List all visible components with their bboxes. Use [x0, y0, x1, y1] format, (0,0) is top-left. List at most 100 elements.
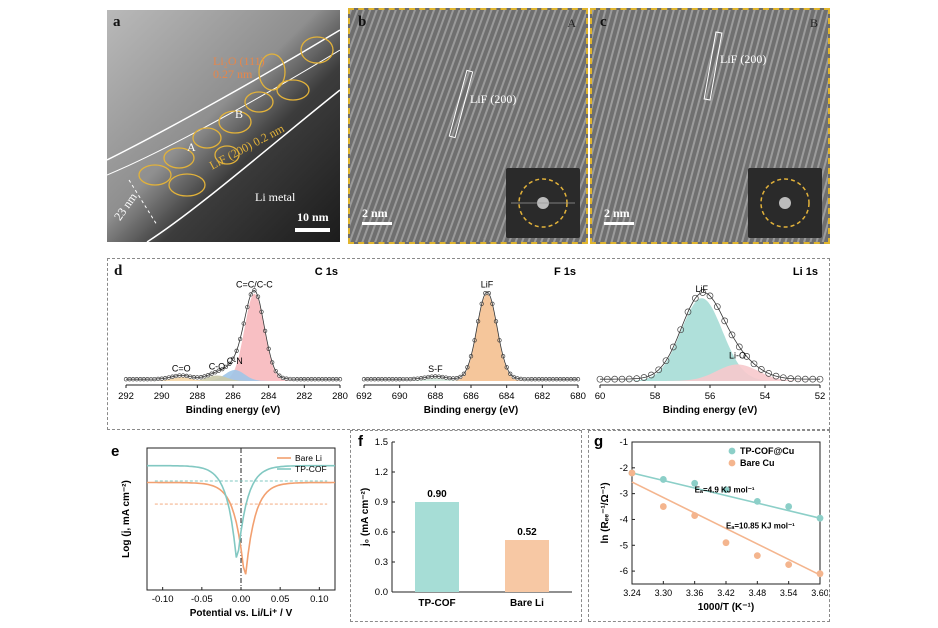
x-tick-label: 60 — [595, 391, 606, 402]
x-tick-label: 290 — [154, 391, 170, 402]
x-tick-label: 292 — [118, 391, 134, 402]
data-point — [618, 375, 626, 383]
data-point — [684, 308, 692, 316]
data-point — [772, 372, 780, 380]
legend-label: Bare Cu — [740, 458, 775, 468]
data-point — [223, 364, 229, 370]
panel-a-tem-image: a Li₂O (111) 0.27 nm B A LiF (200) 0.2 n… — [107, 10, 340, 242]
data-point — [337, 377, 343, 382]
panel-label: f — [358, 433, 364, 450]
bar-value-label: 0.90 — [427, 489, 447, 500]
x-tick-label: 3.48 — [749, 588, 767, 598]
legend-label: TP-COF — [295, 464, 327, 474]
data-point — [497, 338, 502, 343]
plot-frame — [631, 441, 821, 585]
sei-inner-boundary — [107, 49, 340, 176]
data-point — [785, 561, 793, 569]
region-b-label: B — [235, 107, 244, 121]
activation-energy-label: Eₐ=4.9 KJ mol⁻¹ — [695, 485, 755, 494]
region-a-tag: A — [567, 16, 576, 30]
data-point — [213, 370, 218, 375]
y-tick-label: 0.0 — [375, 587, 388, 598]
y-axis-title: j₀ (mA cm⁻²) — [360, 488, 371, 547]
spectrum-title: C 1s — [315, 266, 338, 278]
data-point — [647, 371, 655, 379]
data-point — [691, 479, 699, 487]
data-point — [801, 375, 809, 383]
fit-envelope — [364, 291, 578, 380]
data-point — [227, 361, 232, 366]
data-point — [753, 552, 761, 559]
legend-label: Bare Li — [295, 453, 322, 463]
data-point — [794, 375, 802, 383]
data-point — [241, 321, 246, 326]
data-point — [706, 292, 714, 300]
tem-micrograph — [107, 10, 340, 242]
data-point — [611, 375, 619, 383]
x-tick-label: 3.24 — [623, 588, 641, 598]
data-point — [511, 374, 516, 380]
y-tick-label: 1.2 — [375, 467, 388, 478]
data-point — [486, 291, 491, 296]
data-point — [248, 292, 253, 297]
data-point — [216, 368, 221, 373]
x-tick-label: 3.42 — [717, 588, 735, 598]
data-point — [662, 357, 670, 365]
data-point — [659, 476, 667, 483]
data-point — [234, 348, 239, 353]
peak-component — [600, 364, 820, 381]
data-point — [252, 288, 257, 293]
data-point — [454, 376, 459, 381]
x-tick-label: 686 — [463, 391, 479, 402]
data-point — [262, 328, 268, 334]
data-point — [816, 514, 824, 522]
data-point — [220, 366, 225, 372]
x-tick-label: 0.10 — [310, 594, 329, 605]
data-point — [750, 360, 758, 368]
data-point — [655, 366, 663, 374]
scale-bar-label: 10 nm — [297, 210, 329, 224]
li2o-spacing: 0.27 nm — [213, 67, 253, 81]
y-tick-label: 1.5 — [375, 437, 388, 448]
x-tick-label: 288 — [189, 391, 205, 402]
x-tick-label: 3.60 — [811, 588, 828, 598]
data-point — [765, 370, 773, 377]
y-axis-title: ln (Rₑₑ⁻¹/Ω⁻¹) — [600, 482, 611, 543]
legend-marker — [728, 447, 736, 455]
panel-b-hrtem: b A LiF (200) 2 nm — [348, 8, 588, 244]
peak-component — [600, 298, 820, 381]
fit-envelope — [600, 292, 820, 380]
data-point — [785, 503, 793, 510]
data-point — [757, 366, 765, 373]
legend-marker — [728, 459, 736, 467]
x-tick-label: 284 — [261, 391, 277, 402]
peak-label: C=O — [172, 363, 191, 373]
data-point — [722, 539, 730, 547]
y-tick-label: -1 — [620, 437, 628, 448]
data-point — [273, 368, 278, 374]
x-axis-title: 1000/T (K⁻¹) — [698, 602, 754, 613]
data-point — [809, 375, 817, 383]
xps-spectra: C 1s C=C/C-C C-NC-O C=O 292 290 288 286 284 282 28… — [118, 266, 825, 416]
data-point — [779, 374, 787, 382]
data-point — [490, 301, 495, 306]
x-tick-label: 692 — [356, 391, 372, 402]
y-tick-label: 0.6 — [375, 527, 388, 538]
linear-fit — [631, 481, 821, 576]
data-point — [205, 373, 211, 378]
peak-label: C-N — [227, 356, 243, 366]
x-tick-label: 56 — [705, 391, 716, 402]
x-tick-label: 3.54 — [780, 588, 798, 598]
x-tick-label: 0.00 — [232, 594, 251, 605]
x-axis-title: Binding energy (eV) — [663, 405, 757, 416]
x-axis-title: Potential vs. Li/Li⁺ / V — [190, 608, 293, 619]
y-tick-label: -4 — [620, 514, 628, 525]
scale-bar-label: 2 nm — [604, 206, 630, 220]
panel-label: g — [594, 433, 603, 450]
y-tick-label: -5 — [620, 540, 628, 551]
data-point — [493, 319, 499, 324]
lattice-marker — [703, 31, 723, 101]
data-point — [255, 294, 261, 299]
peak-component — [364, 293, 578, 381]
